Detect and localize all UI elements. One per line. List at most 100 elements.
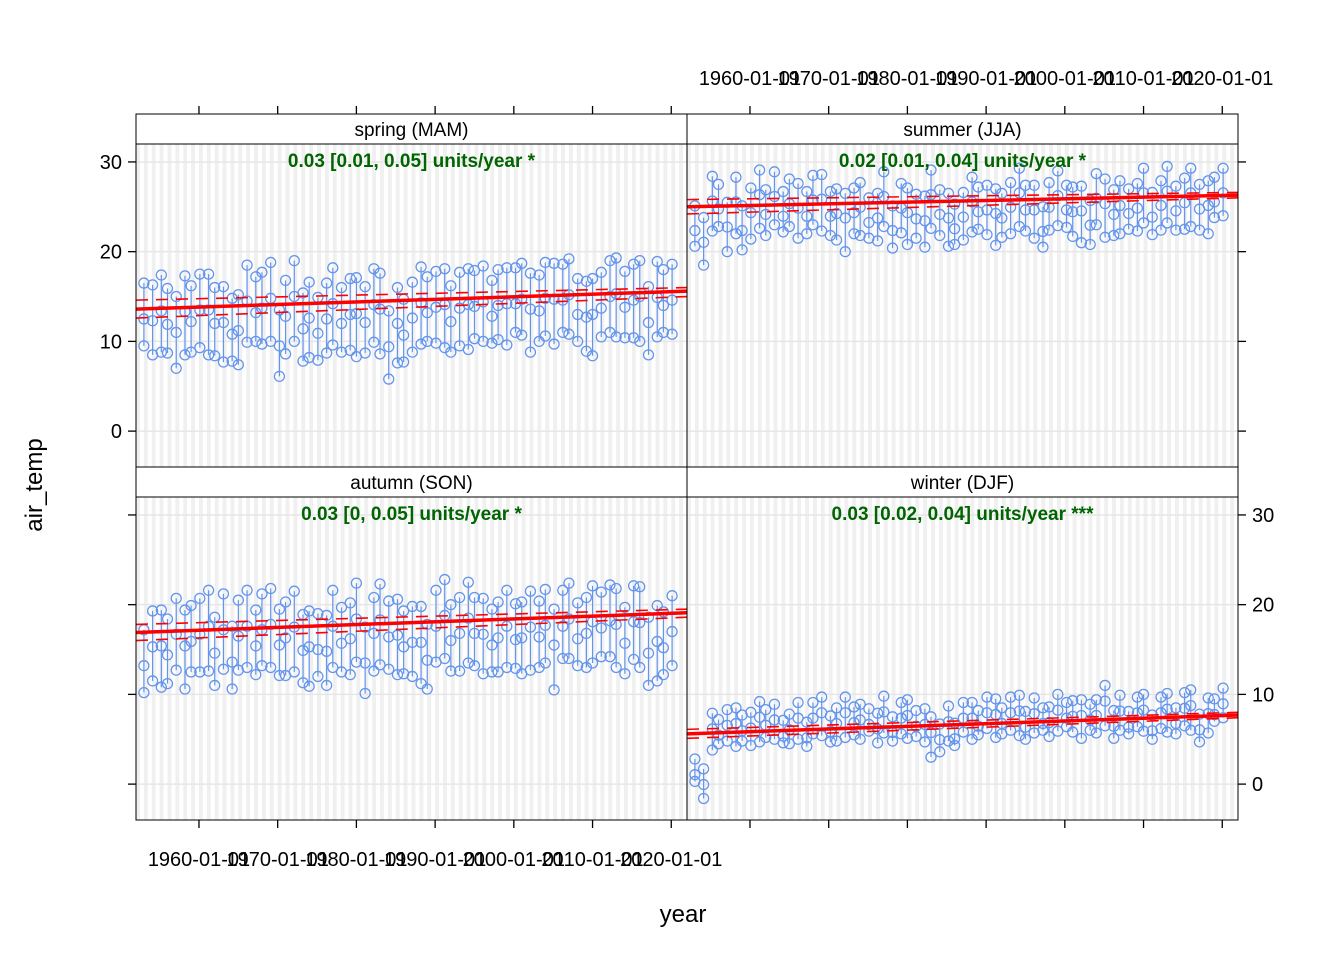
data-point	[1108, 208, 1120, 221]
panel-stripe	[261, 497, 266, 820]
data-point	[712, 220, 725, 233]
data-point	[320, 679, 333, 692]
data-point	[273, 669, 286, 682]
data-point	[185, 346, 197, 358]
x-tick-label: 1970-01-01	[227, 849, 329, 871]
data-point	[1028, 179, 1040, 191]
panel-stripe	[458, 497, 463, 820]
data-point	[610, 661, 622, 674]
data-point	[445, 665, 457, 677]
x-tick-label: 2010-01-01	[1092, 68, 1194, 90]
panel-stripe	[1182, 144, 1187, 467]
panel-stripe	[309, 144, 314, 467]
panel-stripe	[293, 497, 298, 820]
panel-stripe	[1096, 497, 1101, 820]
data-point	[839, 212, 851, 224]
data-point	[1084, 238, 1096, 251]
data-point	[312, 354, 324, 366]
x-tick-label: 1990-01-01	[935, 68, 1037, 90]
panel-stripe	[883, 497, 888, 820]
data-point	[155, 346, 167, 358]
data-point	[1067, 726, 1079, 738]
data-point	[202, 665, 215, 677]
data-point	[501, 620, 513, 632]
panel-stripe	[143, 497, 148, 820]
data-point	[501, 584, 513, 596]
data-point	[350, 272, 363, 284]
data-point	[509, 598, 522, 610]
data-point	[232, 359, 244, 371]
data-point	[146, 641, 159, 653]
panel-stripe	[938, 497, 943, 820]
data-point	[966, 696, 978, 709]
data-point	[524, 303, 537, 315]
data-point	[854, 176, 866, 189]
panel-stripe	[1159, 144, 1164, 467]
data-point	[966, 226, 978, 238]
data-point	[320, 277, 333, 289]
data-point	[226, 683, 238, 695]
panel-stripe	[820, 497, 825, 820]
data-point	[1037, 702, 1049, 714]
data-point	[1137, 725, 1150, 737]
panel-stripe	[875, 144, 880, 467]
panel-stripe	[505, 497, 510, 820]
data-point	[155, 604, 167, 616]
panel-stripe	[891, 497, 896, 820]
data-point	[256, 588, 268, 600]
panel-stripe	[1198, 144, 1203, 467]
panel-stripe	[1143, 144, 1148, 467]
data-point	[807, 219, 819, 231]
panel-stripe	[1072, 144, 1077, 467]
data-point	[1114, 689, 1126, 701]
data-point	[627, 653, 640, 666]
panel-stripe	[663, 497, 668, 820]
data-point	[697, 792, 710, 805]
data-point	[445, 315, 457, 328]
data-point	[957, 696, 970, 709]
data-point	[468, 264, 481, 277]
y-tick-label: 0	[111, 421, 122, 443]
y-axis-left-row1	[128, 514, 136, 785]
trend-ci-upper	[686, 711, 1239, 731]
data-point	[586, 580, 599, 592]
data-point	[1004, 691, 1017, 703]
panel-stripe	[1096, 144, 1101, 467]
data-point	[1060, 179, 1073, 191]
data-point	[1028, 232, 1040, 244]
data-point	[1146, 228, 1158, 241]
panel-stripe	[765, 144, 770, 467]
panel-stripe	[687, 144, 691, 467]
data-point	[241, 584, 253, 596]
data-point	[430, 337, 442, 349]
data-point	[768, 219, 781, 231]
data-point	[303, 276, 315, 288]
data-point	[919, 736, 931, 748]
data-point	[783, 173, 795, 185]
panel-stripe	[852, 144, 857, 467]
panel-stripe	[639, 497, 644, 820]
data-point	[768, 698, 781, 710]
data-point	[533, 631, 545, 643]
data-point	[1013, 705, 1025, 717]
panel-stripe	[1072, 497, 1077, 820]
panel-stripe	[915, 497, 920, 820]
data-point	[816, 225, 828, 237]
data-point	[335, 637, 348, 649]
data-point	[657, 326, 670, 339]
data-point	[288, 254, 300, 267]
data-point	[901, 694, 914, 706]
data-point	[563, 253, 575, 265]
data-point	[563, 577, 575, 589]
data-point	[226, 656, 238, 668]
data-point	[279, 310, 292, 322]
data-point	[753, 711, 766, 723]
data-point	[783, 738, 795, 750]
data-point	[1019, 204, 1032, 216]
data-point	[830, 234, 843, 246]
data-point	[580, 627, 593, 640]
data-point	[830, 207, 843, 220]
panel-stripe	[592, 144, 597, 467]
panel-stripe	[868, 144, 872, 467]
data-point	[524, 621, 537, 633]
